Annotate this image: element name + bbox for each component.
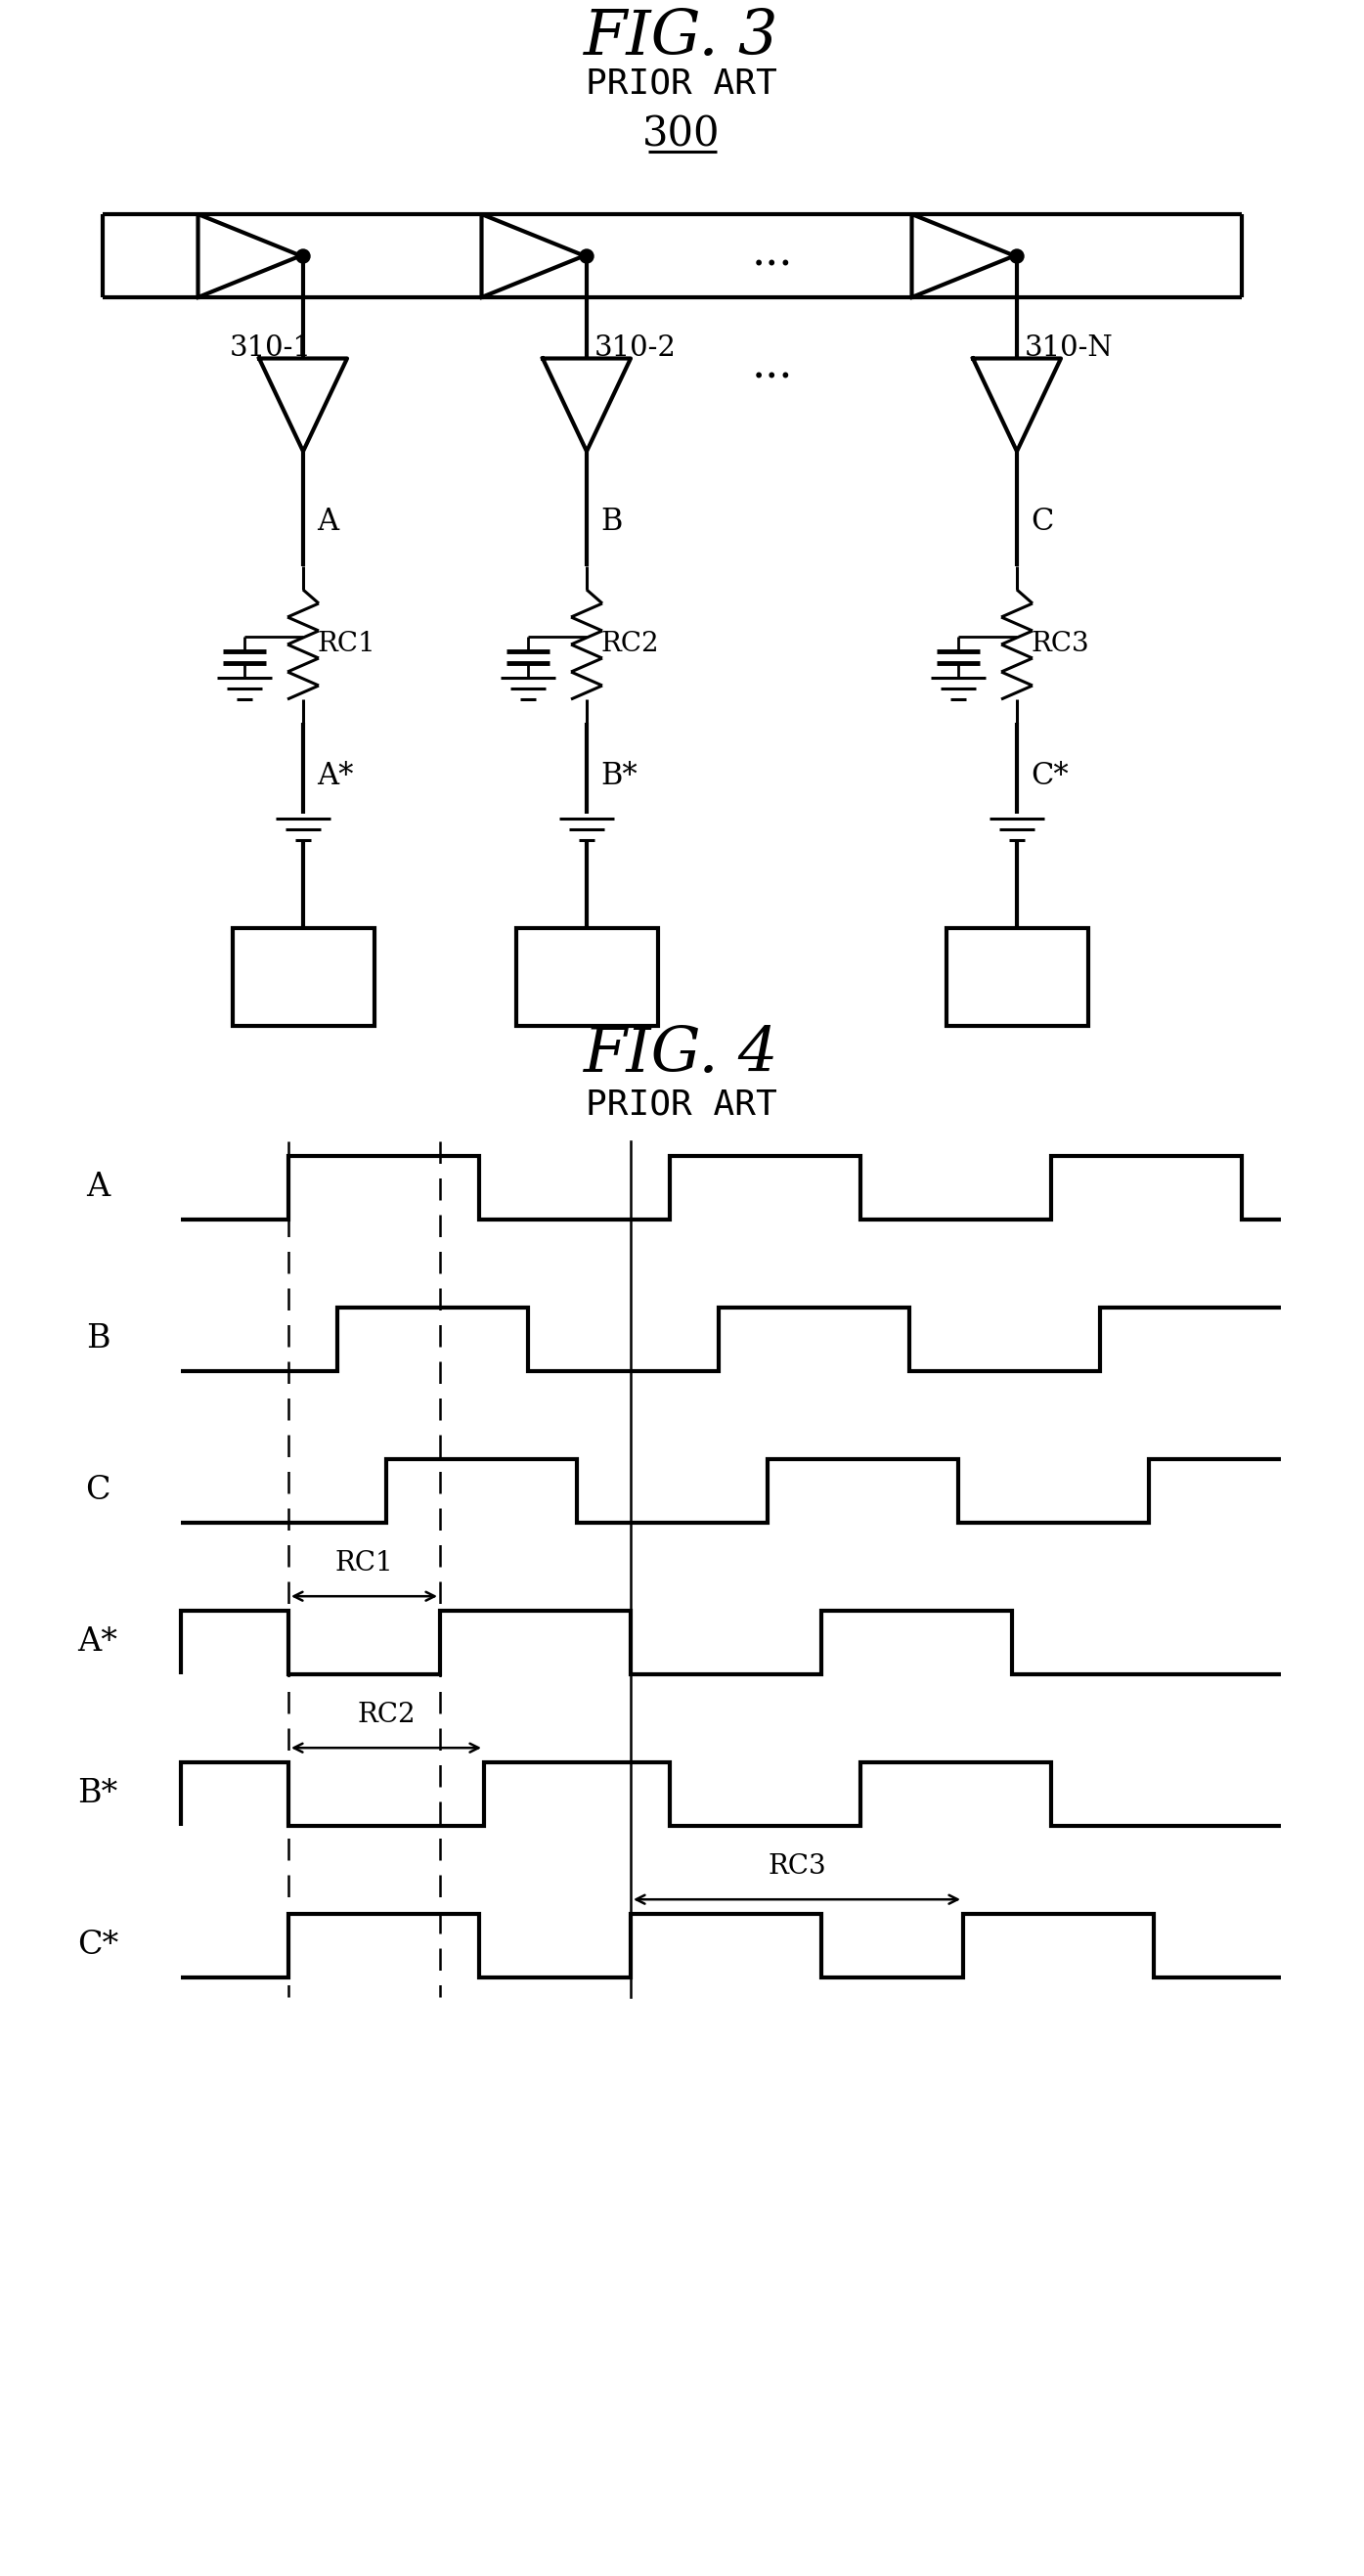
Text: PRIOR ART: PRIOR ART	[585, 1087, 777, 1121]
Text: C: C	[86, 1476, 110, 1507]
Text: 310-N: 310-N	[1024, 335, 1113, 361]
Text: 310-1: 310-1	[229, 335, 312, 361]
Text: A*: A*	[78, 1625, 117, 1659]
Text: FIG. 3: FIG. 3	[584, 8, 779, 67]
Circle shape	[296, 250, 310, 263]
Text: B*: B*	[600, 762, 637, 791]
Text: B: B	[600, 507, 622, 538]
Text: RC2: RC2	[600, 631, 659, 657]
Bar	[232, 927, 374, 1025]
Text: RC3: RC3	[1031, 631, 1088, 657]
Circle shape	[1011, 250, 1024, 263]
Text: B: B	[86, 1324, 109, 1355]
Text: 300: 300	[642, 113, 720, 155]
Text: RC3: RC3	[768, 1855, 827, 1880]
Text: B*: B*	[78, 1777, 117, 1808]
Text: ...: ...	[752, 345, 792, 386]
Text: A: A	[86, 1172, 109, 1203]
Text: ...: ...	[752, 232, 792, 273]
Text: C: C	[1031, 507, 1053, 538]
Circle shape	[580, 250, 593, 263]
Text: RC1: RC1	[316, 631, 375, 657]
Text: RC2: RC2	[357, 1703, 416, 1728]
Text: RC1: RC1	[336, 1551, 393, 1577]
Text: 310-2: 310-2	[595, 335, 677, 361]
Text: C*: C*	[78, 1929, 119, 1960]
Text: C*: C*	[1031, 762, 1068, 791]
Text: A: A	[316, 507, 338, 538]
Bar	[516, 927, 657, 1025]
Text: FIG. 4: FIG. 4	[584, 1025, 779, 1084]
Text: A*: A*	[316, 762, 353, 791]
Bar	[947, 927, 1087, 1025]
Text: PRIOR ART: PRIOR ART	[585, 67, 777, 100]
